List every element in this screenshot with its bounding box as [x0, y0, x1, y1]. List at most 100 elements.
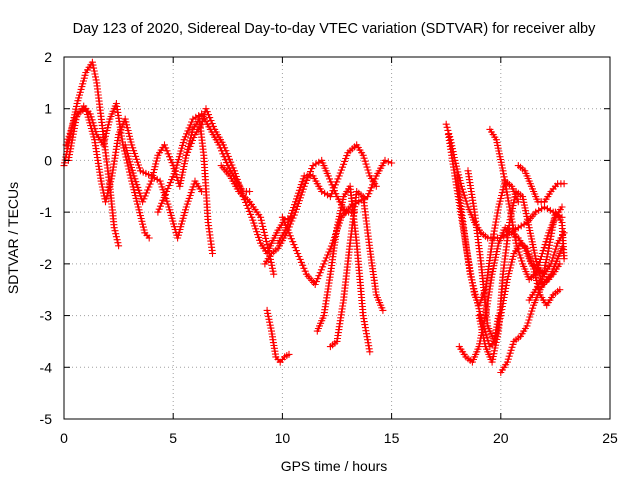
- data-point: [556, 286, 564, 294]
- data-point: [164, 200, 172, 208]
- data-point: [209, 250, 216, 257]
- data-point: [540, 244, 548, 252]
- data-point: [523, 244, 531, 252]
- data-point: [312, 278, 320, 286]
- data-point: [536, 255, 544, 263]
- data-point: [503, 188, 511, 196]
- data-point: [333, 178, 341, 186]
- series-sat-i: [263, 306, 293, 366]
- data-point: [224, 152, 232, 160]
- data-point: [525, 316, 533, 324]
- data-point: [502, 182, 510, 190]
- data-point: [381, 156, 389, 164]
- data-point: [472, 293, 480, 301]
- data-point: [183, 200, 191, 208]
- data-point: [535, 261, 543, 269]
- data-point: [528, 307, 536, 315]
- data-point: [322, 254, 330, 262]
- data-point: [298, 178, 306, 186]
- data-point: [76, 88, 84, 96]
- data-point: [192, 113, 200, 121]
- data-point: [355, 198, 363, 206]
- data-point: [528, 259, 536, 267]
- data-point: [98, 180, 106, 188]
- data-point: [139, 198, 147, 206]
- data-point: [155, 205, 163, 213]
- data-point: [73, 102, 80, 110]
- data-point: [114, 239, 122, 247]
- data-point: [286, 232, 294, 240]
- x-tick-label: 10: [275, 430, 291, 446]
- data-point: [489, 265, 497, 273]
- data-point: [107, 178, 115, 186]
- data-point: [199, 117, 206, 125]
- data-point: [539, 247, 547, 255]
- data-point: [507, 346, 515, 354]
- data-point: [519, 195, 527, 203]
- data-point: [136, 189, 144, 197]
- data-point: [190, 134, 198, 141]
- data-point: [477, 320, 485, 328]
- data-point: [495, 203, 503, 211]
- data-point: [236, 184, 244, 192]
- data-point: [226, 155, 233, 163]
- x-tick-label: 0: [60, 430, 68, 446]
- data-point: [329, 187, 337, 195]
- data-point: [285, 350, 293, 358]
- data-point: [199, 114, 207, 122]
- data-point: [543, 235, 551, 243]
- data-point: [362, 327, 370, 335]
- data-point: [247, 210, 255, 218]
- data-point: [527, 310, 535, 318]
- data-point: [461, 194, 469, 202]
- data-point: [522, 207, 530, 215]
- data-point: [492, 136, 500, 144]
- data-point: [526, 313, 534, 321]
- data-point: [90, 64, 98, 72]
- data-point: [257, 213, 265, 221]
- series-sat-j: [274, 141, 380, 247]
- data-point: [364, 166, 372, 174]
- data-point: [186, 142, 194, 150]
- data-point: [111, 227, 119, 235]
- data-point: [295, 186, 303, 194]
- data-point: [326, 193, 334, 201]
- data-point: [256, 236, 264, 244]
- data-point: [300, 264, 308, 272]
- data-point: [529, 304, 537, 312]
- data-point: [136, 212, 144, 220]
- data-point: [179, 214, 187, 222]
- data-point: [138, 217, 146, 225]
- data-point: [324, 251, 332, 259]
- data-point: [506, 267, 513, 275]
- data-point: [362, 160, 370, 168]
- data-point: [206, 114, 214, 122]
- data-point: [311, 281, 319, 288]
- x-axis-label: GPS time / hours: [281, 458, 388, 474]
- data-point: [471, 290, 479, 298]
- data-point: [560, 255, 568, 263]
- data-point: [175, 153, 183, 161]
- data-point: [341, 157, 349, 165]
- data-point: [508, 255, 516, 263]
- data-point: [161, 190, 169, 198]
- data-point: [165, 182, 173, 189]
- axis-ticks: 0 5 10 15 20 25 -5 -4 -3 -2 -1 0 1 2: [40, 49, 618, 446]
- data-point: [134, 200, 141, 208]
- data-point: [135, 186, 143, 194]
- data-point: [243, 202, 251, 209]
- data-point: [524, 319, 532, 327]
- data-point: [529, 262, 537, 270]
- data-point: [65, 154, 73, 161]
- data-point: [506, 349, 514, 357]
- data-point: [131, 189, 139, 197]
- data-point: [104, 124, 112, 132]
- data-point: [510, 230, 518, 238]
- data-point: [545, 244, 553, 252]
- data-point: [361, 157, 369, 165]
- data-point: [509, 252, 517, 260]
- data-point: [297, 191, 305, 199]
- data-point: [299, 175, 307, 183]
- data-point: [314, 275, 322, 283]
- data-point: [359, 151, 367, 159]
